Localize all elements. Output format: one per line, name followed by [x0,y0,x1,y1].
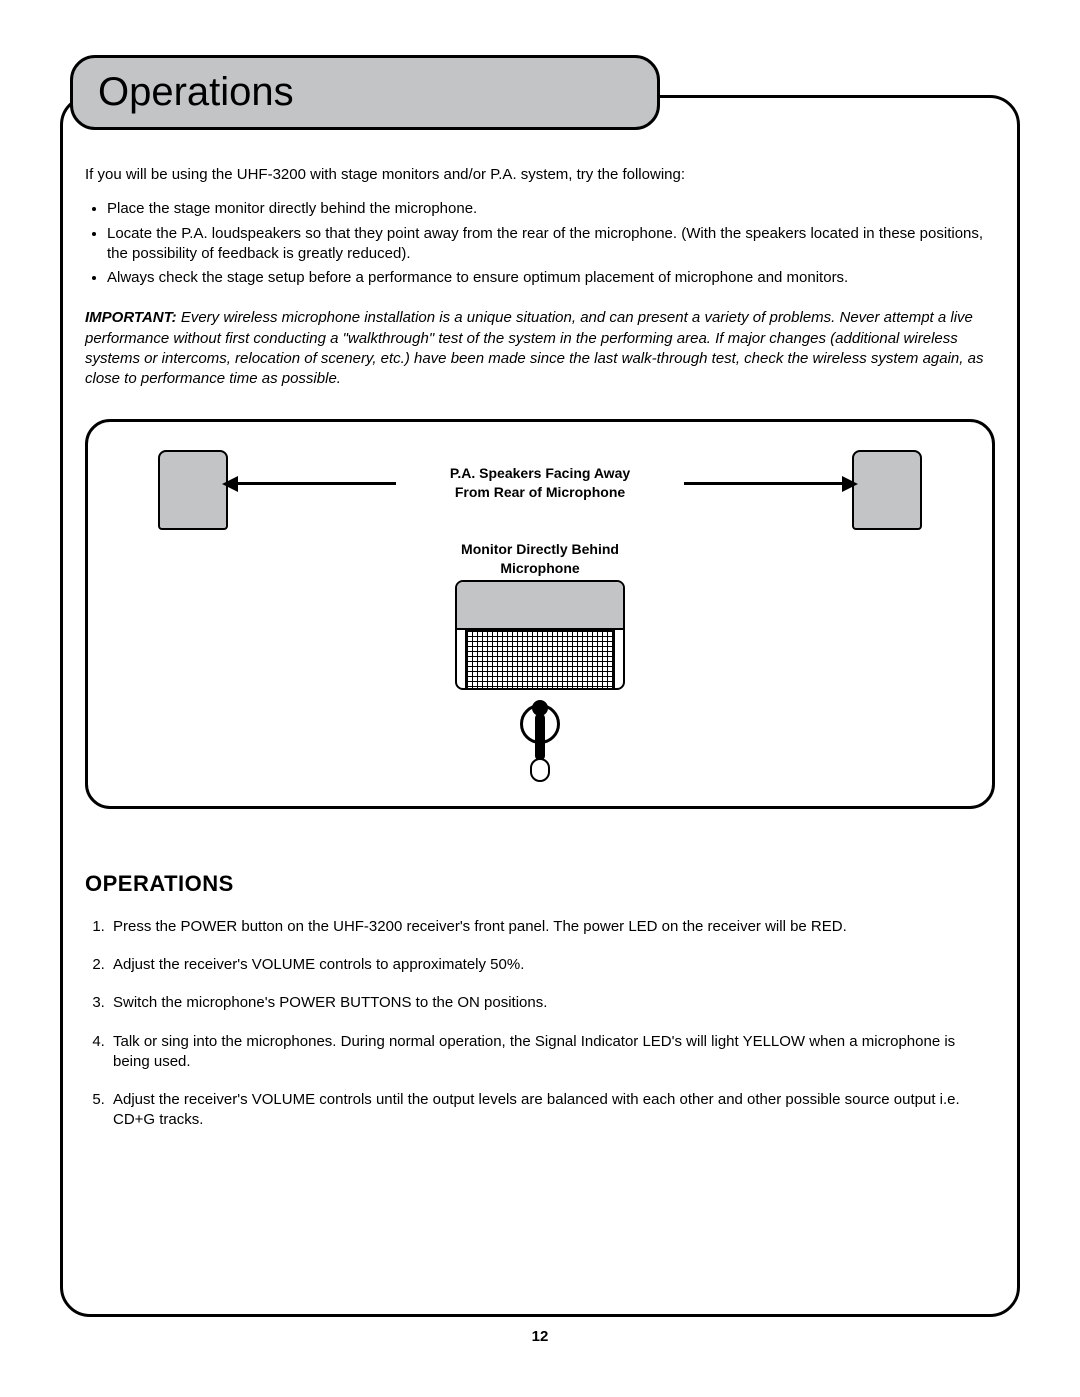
bullet-list: Place the stage monitor directly behind … [85,199,995,288]
stage-diagram: P.A. Speakers Facing Away From Rear of M… [85,419,995,809]
monitor-grill [465,630,615,690]
operations-heading: OPERATIONS [85,869,995,899]
operations-steps: Press the POWER button on the UHF-3200 r… [85,917,995,1131]
mic-head [532,700,548,716]
pa-speaker-left-icon [158,450,228,530]
step-item: Talk or sing into the microphones. Durin… [109,1032,995,1073]
step-item: Switch the microphone's POWER BUTTONS to… [109,993,995,1013]
pa-label-line2: From Rear of Microphone [455,484,625,500]
page-number: 12 [0,1328,1080,1345]
bullet-item: Locate the P.A. loudspeakers so that the… [107,224,995,265]
monitor-top [457,582,623,630]
arrow-right-head-icon [842,476,858,492]
monitor-label-line2: Microphone [500,560,579,576]
microphone-icon [518,700,562,790]
important-label: IMPORTANT: [85,309,177,326]
mic-base [530,758,550,782]
manual-page: Operations If you will be using the UHF-… [0,0,1080,1397]
pa-label-line1: P.A. Speakers Facing Away [450,465,630,481]
stage-monitor-icon [455,580,625,690]
arrow-left-head-icon [222,476,238,492]
intro-text: If you will be using the UHF-3200 with s… [85,165,995,185]
bullet-item: Always check the stage setup before a pe… [107,268,995,288]
bullet-item: Place the stage monitor directly behind … [107,199,995,219]
monitor-label-line1: Monitor Directly Behind [461,541,619,557]
pa-speakers-label: P.A. Speakers Facing Away From Rear of M… [410,464,670,502]
section-tab: Operations [70,55,660,130]
tab-title: Operations [98,70,294,115]
step-item: Adjust the receiver's VOLUME controls to… [109,955,995,975]
pa-speaker-right-icon [852,450,922,530]
important-body: Every wireless microphone installation i… [85,309,983,387]
step-item: Press the POWER button on the UHF-3200 r… [109,917,995,937]
mic-body [535,714,545,760]
step-item: Adjust the receiver's VOLUME controls un… [109,1090,995,1131]
content-area: If you will be using the UHF-3200 with s… [85,150,995,1149]
arrow-left-line [236,482,396,485]
monitor-label: Monitor Directly Behind Microphone [410,540,670,578]
important-note: IMPORTANT: Every wireless microphone ins… [85,308,995,389]
arrow-right-line [684,482,844,485]
